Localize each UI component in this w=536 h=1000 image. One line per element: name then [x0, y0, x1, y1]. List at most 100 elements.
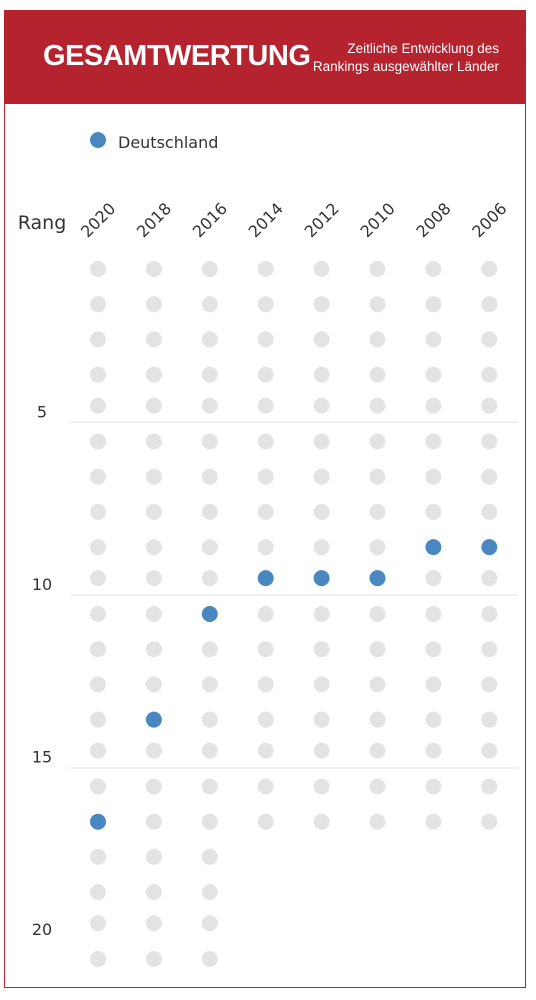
- rank-dot-2014-12: [257, 641, 274, 658]
- rank-dot-2012-12: [313, 641, 330, 658]
- rank-dot-2010-13: [369, 676, 386, 693]
- x-tick-label-2014: 2014: [245, 199, 287, 241]
- rank-dot-2010-15: [369, 742, 386, 759]
- rank-dot-2016-19: [201, 884, 218, 901]
- rank-dot-2020-6: [90, 433, 106, 450]
- x-tick-label-2018: 2018: [133, 199, 175, 241]
- rank-dot-2016-16: [201, 778, 218, 795]
- rank-dot-2016-20: [201, 915, 218, 932]
- rank-dot-2016-21: [201, 951, 218, 967]
- rank-dot-2020-1: [90, 261, 106, 277]
- rank-dot-2020-7: [90, 468, 106, 485]
- rank-dot-2018-19: [145, 884, 162, 901]
- rank-dot-2014-16: [257, 778, 274, 795]
- rank-dot-2006-14: [481, 711, 498, 728]
- rank-dot-2006-17: [481, 813, 498, 830]
- rank-dot-2012-16: [313, 778, 330, 795]
- rank-dot-2010-8: [369, 503, 386, 520]
- rank-dot-2018-20: [145, 915, 162, 932]
- rank-dot-2020-11: [90, 606, 106, 622]
- rank-dot-2006-2: [481, 296, 498, 313]
- rank-dot-2014-9: [257, 539, 274, 556]
- rank-dot-2010-3: [369, 331, 386, 348]
- rank-dot-2012-17: [313, 813, 330, 830]
- rank-dot-2006-13: [481, 676, 498, 693]
- y-tick-label-5: 5: [37, 403, 47, 422]
- rank-dot-2014-4: [257, 366, 274, 383]
- rank-dot-2010-12: [369, 641, 386, 658]
- data-point-deutschland-2020: [90, 813, 106, 830]
- rank-dot-2016-5: [201, 397, 218, 414]
- rank-dot-2016-1: [201, 261, 218, 277]
- rank-dot-2008-3: [425, 331, 442, 348]
- rank-dot-2020-8: [90, 503, 106, 520]
- rank-dot-2018-8: [145, 503, 162, 520]
- rank-dot-2020-21: [90, 951, 106, 967]
- rank-dot-2012-8: [313, 503, 330, 520]
- rank-dot-2018-18: [145, 848, 162, 865]
- y-tick-label-15: 15: [32, 748, 52, 767]
- rank-dot-2008-13: [425, 676, 442, 693]
- rank-dot-2010-16: [369, 778, 386, 795]
- x-tick-label-2010: 2010: [356, 199, 398, 241]
- data-point-deutschland-2012: [313, 570, 330, 587]
- rank-dot-2020-15: [90, 742, 106, 759]
- data-point-deutschland-2018: [145, 711, 162, 728]
- rank-dot-2006-16: [481, 778, 498, 795]
- rank-dot-2006-12: [481, 641, 498, 658]
- rank-dot-2016-9: [201, 539, 218, 556]
- rank-dot-2020-20: [90, 915, 106, 932]
- rank-dot-2006-5: [481, 397, 498, 414]
- rank-dot-2020-3: [90, 331, 106, 348]
- rank-dot-2012-13: [313, 676, 330, 693]
- rank-dot-2016-6: [201, 433, 218, 450]
- rank-dot-2012-7: [313, 468, 330, 485]
- data-point-deutschland-2014: [257, 570, 274, 587]
- rank-dot-2016-3: [201, 331, 218, 348]
- rank-dot-2008-15: [425, 742, 442, 759]
- rank-dot-2018-12: [145, 641, 162, 658]
- legend-marker: [90, 132, 106, 148]
- rank-dot-2020-19: [90, 884, 106, 901]
- rank-dot-2016-18: [201, 848, 218, 865]
- header-banner: GESAMTWERTUNG Zeitliche Entwicklung des …: [5, 11, 525, 104]
- rank-dot-2016-15: [201, 742, 218, 759]
- rank-dot-2008-10: [425, 570, 442, 587]
- subtitle-line-1: Zeitliche Entwicklung des: [347, 41, 499, 56]
- rank-dot-2018-2: [145, 296, 162, 313]
- rank-dot-2012-5: [313, 397, 330, 414]
- rank-dot-2008-2: [425, 296, 442, 313]
- y-axis-label: Rang: [18, 212, 67, 234]
- rank-dot-2016-12: [201, 641, 218, 658]
- rank-dot-2016-14: [201, 711, 218, 728]
- rank-dot-2010-6: [369, 433, 386, 450]
- rank-dot-2010-17: [369, 813, 386, 830]
- rank-dot-2006-3: [481, 331, 498, 348]
- rank-dot-2006-10: [481, 570, 498, 587]
- rank-dot-2018-4: [145, 366, 162, 383]
- rank-dot-2010-4: [369, 366, 386, 383]
- rank-dot-2018-15: [145, 742, 162, 759]
- rank-dot-2016-7: [201, 468, 218, 485]
- rank-dot-2006-7: [481, 468, 498, 485]
- rank-dot-2008-14: [425, 711, 442, 728]
- rank-dot-2020-2: [90, 296, 106, 313]
- rank-dot-2008-7: [425, 468, 442, 485]
- rank-dot-2010-7: [369, 468, 386, 485]
- rank-dot-2012-15: [313, 742, 330, 759]
- rank-dot-2010-2: [369, 296, 386, 313]
- rank-dot-2014-6: [257, 433, 274, 450]
- rank-dot-2006-1: [481, 261, 498, 277]
- rank-dot-2018-10: [145, 570, 162, 587]
- rank-dot-2016-10: [201, 570, 218, 587]
- rank-dot-2018-21: [145, 951, 162, 967]
- rank-dot-2006-15: [481, 742, 498, 759]
- rank-dot-2008-11: [425, 606, 442, 622]
- rank-dot-2014-15: [257, 742, 274, 759]
- rank-dot-2020-12: [90, 641, 106, 658]
- legend-label-deutschland: Deutschland: [118, 133, 218, 152]
- rank-dot-2016-8: [201, 503, 218, 520]
- rank-dot-2012-3: [313, 331, 330, 348]
- rank-dot-2008-12: [425, 641, 442, 658]
- x-tick-label-2016: 2016: [189, 199, 231, 241]
